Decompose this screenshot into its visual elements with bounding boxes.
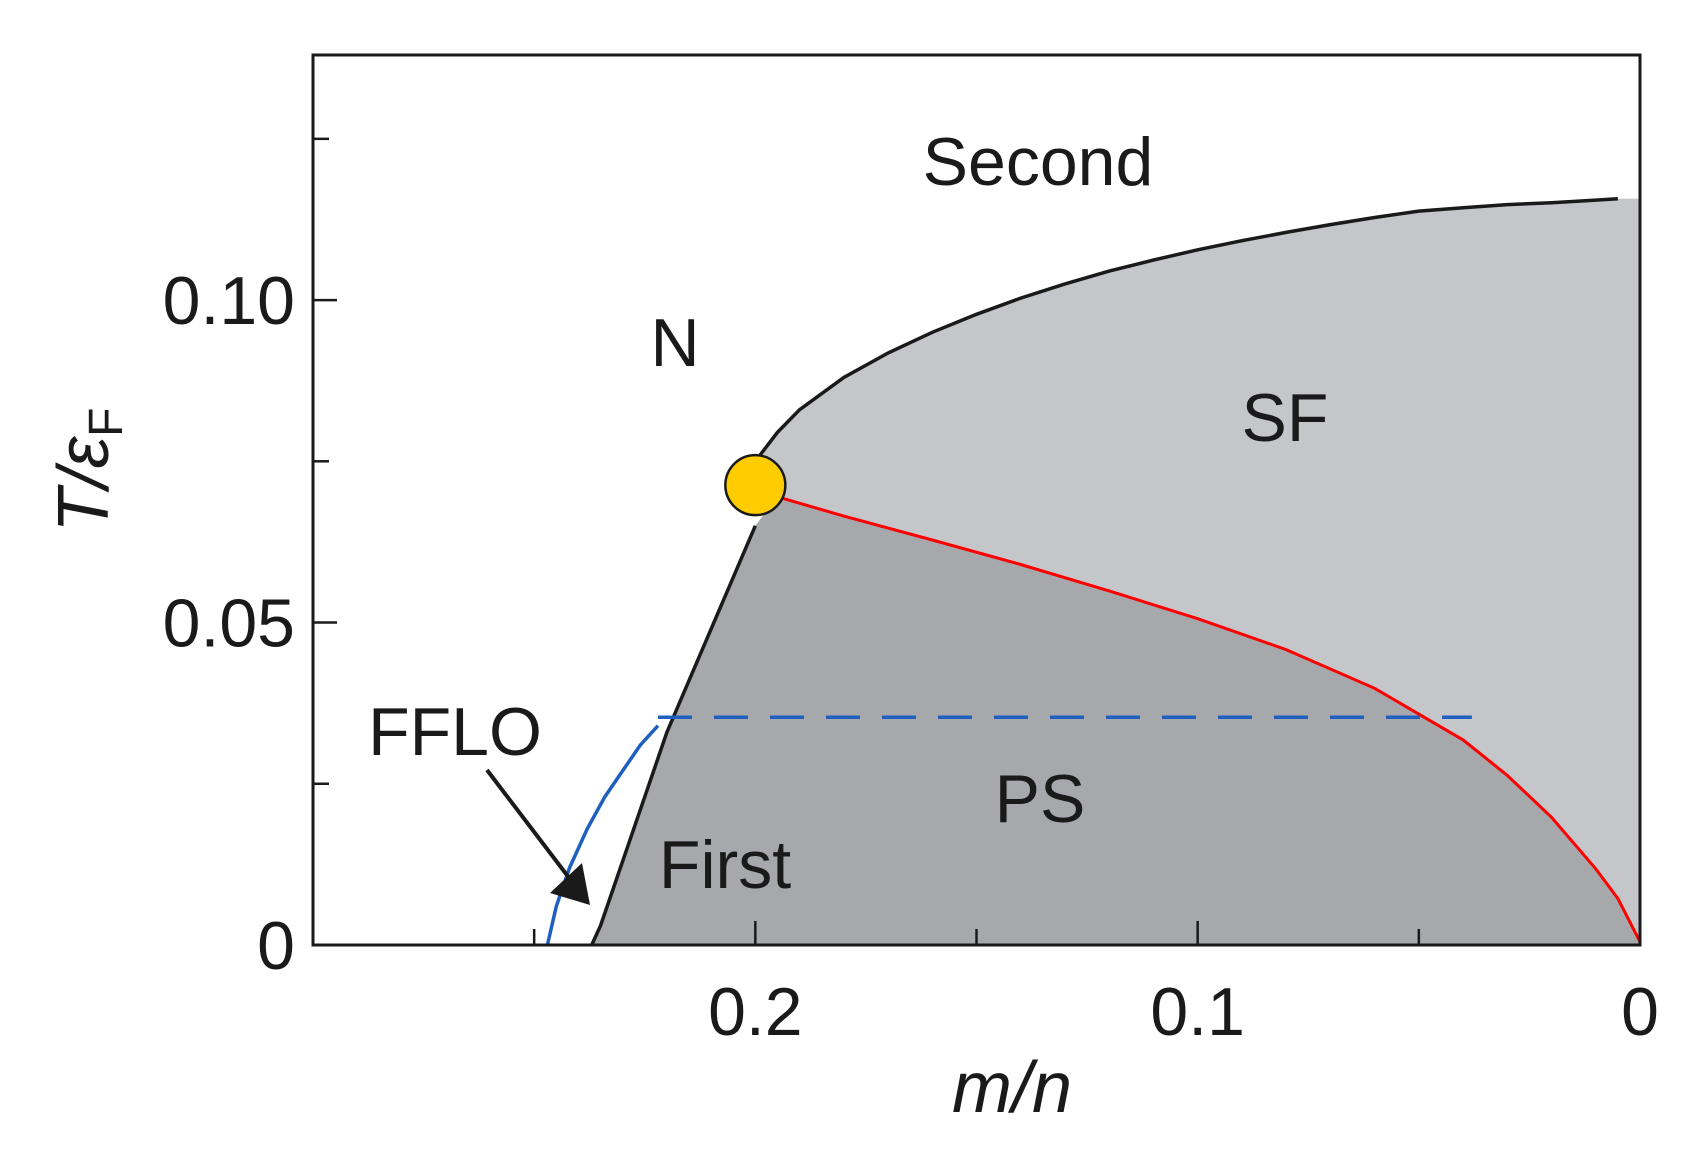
series-line-3	[545, 724, 660, 946]
arrow-head	[550, 863, 590, 905]
label-ps: PS	[995, 761, 1086, 837]
ticks-layer	[313, 137, 1642, 947]
series-line-1	[590, 525, 757, 946]
sf-region	[755, 198, 1640, 946]
y-axis-title-sub: F	[80, 408, 133, 437]
series-line-2	[777, 495, 1642, 943]
annotations-layer: Second N SF PS First FFLO	[368, 124, 1328, 903]
regions-layer	[591, 198, 1641, 946]
label-first: First	[659, 827, 791, 903]
label-n: N	[650, 305, 699, 381]
y-tick-label-2: 0.10	[163, 263, 295, 339]
x-tick-label-2: 0	[1621, 974, 1659, 1050]
x-tick-label-0: 0.2	[708, 974, 803, 1050]
tick-labels-layer: 0.2 0.1 000.050.10	[163, 263, 1659, 1050]
label-sf: SF	[1242, 380, 1329, 456]
y-axis-title: T/εF	[44, 408, 133, 533]
y-tick-label-1: 0.05	[163, 586, 295, 662]
x-tick-label-1: 0.1	[1150, 974, 1245, 1050]
tricritical-point	[724, 453, 787, 517]
lines-layer	[545, 197, 1642, 946]
y-axis-title-main: T/ε	[44, 435, 124, 532]
fflo-arrow	[485, 768, 590, 905]
ps-region	[591, 496, 1641, 945]
arrow-shaft	[485, 768, 578, 889]
x-axis-title: m/n	[952, 1048, 1072, 1128]
label-second: Second	[923, 124, 1154, 200]
label-fflo: FFLO	[368, 694, 542, 770]
series-line-0	[753, 197, 1619, 463]
y-tick-label-0: 0	[257, 908, 295, 984]
y-axis-title-group: T/εF	[44, 408, 133, 533]
